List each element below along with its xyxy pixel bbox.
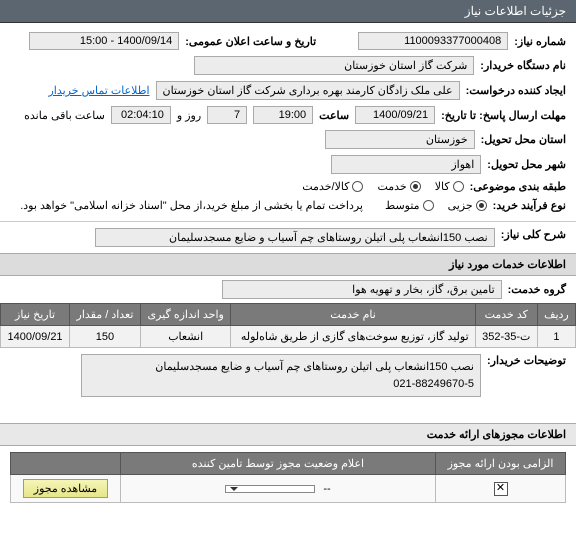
- buyer-desc-label: توضیحات خریدار:: [487, 354, 566, 367]
- deadline-label: مهلت ارسال پاسخ: تا تاریخ:: [441, 109, 566, 122]
- buyer-contact-link[interactable]: اطلاعات تماس خریدار: [48, 84, 149, 97]
- radio-motavasset[interactable]: متوسط: [385, 199, 434, 212]
- perm-col-status: اعلام وضعیت مجوز توسط تامین کننده: [121, 453, 436, 475]
- page-header: جزئیات اطلاعات نیاز: [0, 0, 576, 23]
- cell-qty: 150: [70, 326, 141, 348]
- deadline-date: 1400/09/21: [355, 106, 435, 124]
- buyer-value: شرکت گاز استان خوزستان: [194, 56, 474, 75]
- cell-idx: 1: [537, 326, 575, 348]
- table-row: 1 ت-35-352 تولید گاز، توزیع سوخت‌های گاز…: [1, 326, 576, 348]
- perm-row: -- مشاهده مجوز: [11, 475, 566, 503]
- col-idx: ردیف: [537, 304, 575, 326]
- buyer-label: نام دستگاه خریدار:: [480, 59, 566, 72]
- announce-value: 1400/09/14 - 15:00: [29, 32, 179, 50]
- radio-juzvi[interactable]: جزیی: [448, 199, 487, 212]
- desc-value: نصب 150انشعاب پلی اتیلن روستاهای چم آسیا…: [95, 228, 495, 247]
- cell-date: 1400/09/21: [1, 326, 70, 348]
- col-date: تاریخ نیاز: [1, 304, 70, 326]
- radio-kala-khadamat[interactable]: کالا/خدمت: [302, 180, 363, 193]
- radio-kala[interactable]: کالا: [435, 180, 464, 193]
- col-qty: تعداد / مقدار: [70, 304, 141, 326]
- buyer-desc-row: توضیحات خریدار: نصب 150انشعاب پلی اتیلن …: [0, 348, 576, 403]
- days-label: روز و: [177, 109, 201, 122]
- city-value: اهواز: [331, 155, 481, 174]
- services-header: اطلاعات خدمات مورد نیاز: [0, 253, 576, 276]
- cell-name: تولید گاز، توزیع سوخت‌های گازی از طریق ش…: [231, 326, 475, 348]
- buyer-desc-value: نصب 150انشعاب پلی اتیلن روستاهای چم آسیا…: [81, 354, 481, 397]
- permits-header: اطلاعات مجوزهای ارائه خدمت: [0, 423, 576, 446]
- view-permit-button[interactable]: مشاهده مجوز: [23, 479, 108, 498]
- status-placeholder: --: [323, 483, 330, 495]
- days-value: 7: [207, 106, 247, 124]
- desc-row: شرح کلی نیاز: نصب 150انشعاب پلی اتیلن رو…: [0, 222, 576, 253]
- chevron-down-icon: [230, 487, 238, 491]
- col-code: کد خدمت: [475, 304, 537, 326]
- time-label: ساعت: [319, 109, 349, 122]
- mandatory-checkbox[interactable]: [494, 482, 508, 496]
- desc-label: شرح کلی نیاز:: [501, 228, 566, 241]
- permits-table: الزامی بودن ارائه مجوز اعلام وضعیت مجوز …: [10, 452, 566, 503]
- cell-unit: انشعاب: [140, 326, 231, 348]
- city-label: شهر محل تحویل:: [487, 158, 566, 171]
- col-name: نام خدمت: [231, 304, 475, 326]
- announce-label: تاریخ و ساعت اعلان عمومی:: [185, 35, 316, 48]
- perm-mandatory-cell: [436, 475, 566, 503]
- province-label: استان محل تحویل:: [481, 133, 566, 146]
- perm-col-action: [11, 453, 121, 475]
- cell-code: ت-35-352: [475, 326, 537, 348]
- perm-action-cell: مشاهده مجوز: [11, 475, 121, 503]
- status-dropdown[interactable]: [225, 485, 315, 493]
- payment-note: پرداخت تمام یا بخشی از مبلغ خرید،از محل …: [20, 199, 363, 212]
- subject-group-label: طبقه بندی موضوعی:: [470, 180, 566, 193]
- group-value: تامین برق، گاز، بخار و تهویه هوا: [222, 280, 502, 299]
- deadline-time: 19:00: [253, 106, 313, 124]
- req-no-value: 1100093377000408: [358, 32, 508, 50]
- process-radio-group: جزیی متوسط: [385, 199, 487, 212]
- process-type-label: نوع فرآیند خرید:: [493, 199, 566, 212]
- perm-status-cell: --: [121, 475, 436, 503]
- services-table: ردیف کد خدمت نام خدمت واحد اندازه گیری ت…: [0, 303, 576, 348]
- radio-khadamat[interactable]: خدمت: [377, 180, 420, 193]
- requester-value: علی ملک زادگان کارمند بهره برداری شرکت گ…: [156, 81, 460, 100]
- province-value: خوزستان: [325, 130, 475, 149]
- req-no-label: شماره نیاز:: [514, 35, 566, 48]
- subject-radio-group: کالا خدمت کالا/خدمت: [302, 180, 463, 193]
- info-section: شماره نیاز: 1100093377000408 تاریخ و ساع…: [0, 23, 576, 222]
- perm-col-mandatory: الزامی بودن ارائه مجوز: [436, 453, 566, 475]
- header-title: جزئیات اطلاعات نیاز: [465, 4, 566, 18]
- requester-label: ایجاد کننده درخواست:: [466, 84, 566, 97]
- group-label: گروه خدمت:: [508, 283, 566, 296]
- remaining-label: ساعت باقی مانده: [24, 109, 105, 122]
- col-unit: واحد اندازه گیری: [140, 304, 231, 326]
- remaining-value: 02:04:10: [111, 106, 171, 124]
